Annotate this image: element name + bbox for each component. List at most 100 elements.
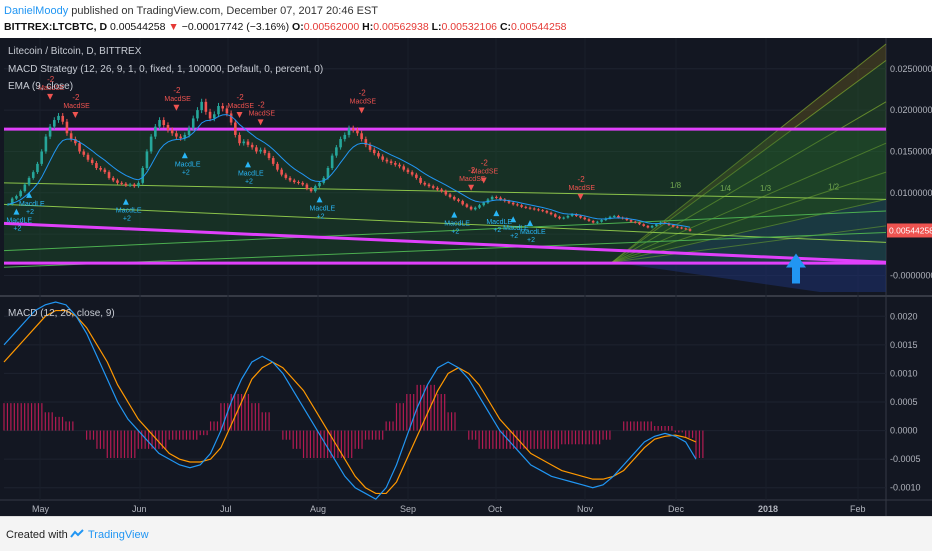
long-entry-label: MacdLE — [310, 205, 336, 212]
candle-body — [74, 139, 77, 144]
short-entry-qty: -2 — [359, 89, 367, 98]
candle-body — [591, 220, 595, 223]
candle-body — [511, 202, 515, 205]
candle-body — [436, 187, 439, 190]
candle-body — [40, 151, 43, 164]
candle-body — [191, 118, 195, 129]
candle-body — [680, 227, 683, 229]
candle-body — [356, 129, 359, 134]
short-entry-arrow — [577, 193, 584, 200]
long-entry-label: MacdLE — [175, 161, 201, 168]
up-arrow-icon — [786, 253, 806, 284]
close-label: C: — [499, 21, 512, 33]
candle-body — [410, 172, 414, 175]
candle-body — [638, 222, 641, 225]
candle-body — [351, 128, 355, 130]
long-entry-label: MacdLE — [238, 170, 264, 177]
short-entry-qty: -2 — [258, 100, 266, 109]
candle-body — [15, 196, 18, 199]
fib-label: 1/4 — [720, 184, 732, 193]
long-entry-qty: +2 — [510, 233, 518, 240]
ema-line — [7, 114, 691, 228]
fib-label: 1/8 — [670, 181, 682, 190]
long-entry-qty: +2 — [493, 227, 501, 234]
candle-body — [394, 163, 397, 165]
candle-body — [478, 205, 481, 208]
short-entry-label: MacdSE — [249, 110, 276, 117]
short-entry-arrow — [257, 119, 264, 126]
legend-macd: MACD (12, 26, close, 9) — [8, 308, 115, 319]
candle-body — [541, 210, 544, 212]
candle-body — [234, 122, 237, 135]
time-tick-label: Dec — [668, 504, 685, 514]
candle-body — [90, 159, 94, 164]
tradingview-logo-icon — [70, 529, 84, 538]
macd-line — [3, 301, 697, 500]
candle-body — [587, 219, 591, 221]
candle-body — [516, 204, 519, 206]
candle-body — [246, 141, 250, 145]
long-entry-label: MacdLE — [520, 229, 546, 236]
last-price-label: 0.00544258 — [889, 225, 932, 235]
long-entry-label: MacdLE — [503, 225, 529, 232]
author-link[interactable]: DanielMoody — [4, 5, 69, 17]
candle-body — [318, 182, 321, 187]
candle-body — [53, 120, 56, 127]
candle-body — [360, 133, 363, 140]
candle-body — [10, 198, 14, 205]
time-tick-label: Jun — [132, 504, 147, 514]
short-entry-label: MacdSE — [228, 103, 255, 110]
candle-body — [406, 169, 410, 173]
candle-body — [343, 134, 347, 140]
legend-pair: Litecoin / Bitcoin, D, BITTREX — [8, 46, 142, 57]
footer: Created with TradingView — [0, 516, 932, 551]
short-entry-label: MacdSE — [472, 169, 499, 176]
candle-body — [288, 177, 292, 181]
short-entry-qty: -2 — [481, 159, 489, 168]
short-entry-qty: -2 — [237, 93, 245, 102]
candle-body — [309, 188, 313, 192]
short-entry-label: MacdSE — [164, 96, 191, 103]
candle-body — [495, 196, 498, 198]
candle-body — [196, 110, 199, 119]
long-entry-qty: +2 — [451, 229, 459, 236]
candle-body — [440, 189, 443, 192]
candle-body — [44, 136, 48, 152]
candle-body — [154, 126, 157, 137]
long-entry-qty: +2 — [527, 237, 535, 244]
candle-body — [688, 229, 692, 231]
candle-body — [377, 153, 380, 157]
candle-body — [86, 154, 90, 160]
low-value: 0.00532106 — [441, 21, 498, 33]
candle-body — [99, 168, 102, 170]
time-tick-label: Nov — [577, 504, 594, 514]
short-entry-arrow — [47, 93, 54, 100]
candle-body — [23, 184, 27, 192]
tradingview-link[interactable]: TradingView — [88, 529, 149, 541]
candle-body — [263, 149, 267, 154]
candle-body — [419, 177, 422, 183]
candle-body — [276, 163, 279, 170]
candle-body — [212, 114, 216, 119]
candle-body — [255, 147, 258, 152]
candle-body — [166, 125, 170, 130]
candle-body — [646, 225, 650, 228]
candle-body — [562, 217, 566, 219]
time-tick-label: Jul — [220, 504, 232, 514]
candle-body — [608, 216, 612, 219]
candle-body — [65, 121, 69, 134]
long-entry-qty: +2 — [182, 169, 190, 176]
candle-body — [524, 206, 528, 208]
candle-body — [183, 134, 187, 139]
macd-tick-label: 0.0010 — [890, 368, 918, 378]
fib-label: 1/2 — [828, 182, 840, 191]
legend-strategy: MACD Strategy (12, 26, 9, 1, 0, fixed, 1… — [8, 64, 324, 75]
long-entry-qty: +2 — [26, 209, 34, 216]
candle-body — [116, 180, 119, 183]
candle-body — [69, 133, 73, 140]
candle-body — [368, 144, 372, 150]
time-tick-label: May — [32, 504, 50, 514]
candle-body — [482, 202, 486, 206]
